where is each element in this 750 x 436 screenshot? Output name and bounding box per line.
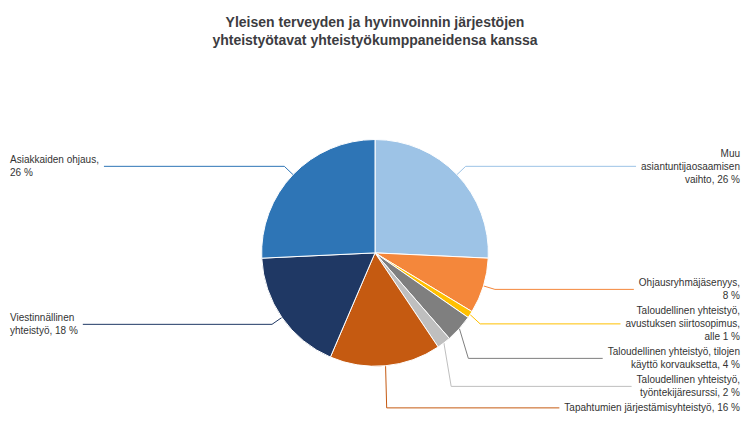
svg-text:Yleisen terveyden ja hyvinvoin: Yleisen terveyden ja hyvinvoinnin järjes… — [226, 14, 525, 30]
svg-text:käyttö korvauksetta, 4 %: käyttö korvauksetta, 4 % — [631, 359, 740, 370]
svg-text:8 %: 8 % — [723, 290, 740, 301]
svg-text:Taloudellinen yhteistyö,: Taloudellinen yhteistyö, — [637, 374, 740, 385]
svg-text:avustuksen siirtosopimus,: avustuksen siirtosopimus, — [626, 318, 741, 329]
svg-text:vaihto, 26 %: vaihto, 26 % — [685, 174, 740, 185]
svg-text:asiantuntijaosaamisen: asiantuntijaosaamisen — [641, 161, 740, 172]
svg-text:Taloudellinen yhteistyö, tiloj: Taloudellinen yhteistyö, tilojen — [608, 346, 740, 357]
svg-text:Asiakkaiden ohjaus,: Asiakkaiden ohjaus, — [10, 154, 99, 165]
svg-text:Ohjausryhmäjäsenyys,: Ohjausryhmäjäsenyys, — [639, 277, 740, 288]
svg-text:työntekijäresurssi, 2 %: työntekijäresurssi, 2 % — [640, 387, 740, 398]
svg-text:alle 1 %: alle 1 % — [704, 331, 740, 342]
svg-text:Muu: Muu — [721, 148, 740, 159]
svg-text:yhteistyö, 18 %: yhteistyö, 18 % — [10, 325, 78, 336]
svg-text:yhteistyötavat yhteistyökumppa: yhteistyötavat yhteistyökumppaneidensa k… — [212, 32, 537, 48]
svg-text:Taloudellinen yhteistyö,: Taloudellinen yhteistyö, — [637, 305, 740, 316]
svg-text:Viestinnällinen: Viestinnällinen — [10, 312, 74, 323]
svg-text:Tapahtumien järjestämisyhteist: Tapahtumien järjestämisyhteistyö, 16 % — [564, 402, 740, 413]
svg-text:26 %: 26 % — [10, 167, 33, 178]
